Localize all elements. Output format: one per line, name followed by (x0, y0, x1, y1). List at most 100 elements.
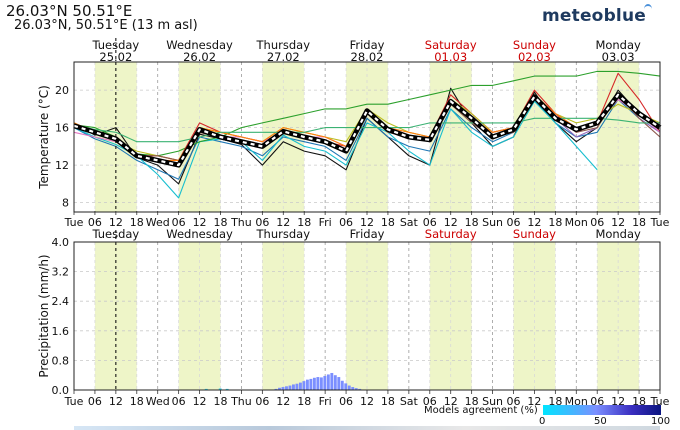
temperature-series-model-4 (73, 70, 661, 157)
x-tick-label: 06 (339, 216, 353, 229)
precip-bar (354, 388, 358, 390)
brand-logo[interactable]: meteoblue (541, 6, 646, 26)
x-tick-label: 18 (632, 216, 646, 229)
day-header-name: Wednesday (166, 38, 233, 52)
legend-color-bar (543, 405, 661, 415)
temperature-series-model-2 (73, 98, 661, 180)
x-tick-label: Fri (319, 395, 332, 408)
day-header-date: 27.02 (267, 50, 300, 64)
precip-day-header: Tuesday (91, 227, 139, 241)
y-tick-label: 8 (62, 197, 69, 210)
legend-label: Models agreement (%) (424, 405, 538, 416)
location-title: 26.03°N 50.51°E (6, 2, 133, 20)
x-tick-label: 12 (444, 395, 458, 408)
precip-bar (278, 387, 281, 390)
day-header-date: 02.03 (518, 50, 551, 64)
temperature-series-model-11 (73, 117, 660, 143)
x-tick-label: Wed (146, 216, 170, 229)
x-tick-label: 06 (172, 395, 186, 408)
precip-bar (281, 387, 285, 390)
temperature-mean-dashes (73, 93, 661, 167)
x-tick-label: Thu (230, 395, 252, 408)
precip-bar (319, 377, 323, 390)
x-tick-label: Fri (319, 216, 332, 229)
x-tick-label: 06 (255, 216, 269, 229)
precip-bar (312, 377, 316, 390)
x-tick-label: 12 (276, 395, 290, 408)
precip-bar (288, 385, 292, 390)
x-tick-label: 18 (214, 395, 228, 408)
y-tick-label: 2.4 (52, 295, 70, 308)
x-tick-label: 18 (632, 395, 646, 408)
x-tick-label: 12 (444, 216, 458, 229)
x-tick-label: 06 (339, 395, 353, 408)
precip-bar (351, 387, 355, 390)
plot-frame (73, 241, 661, 391)
day-header-date: 03.03 (602, 50, 635, 64)
day-header-date: 28.02 (351, 50, 384, 64)
day-header-name: Saturday (425, 38, 477, 52)
x-tick-label: 12 (193, 216, 207, 229)
x-tick-label: Mon (565, 395, 588, 408)
x-tick-label: 18 (548, 216, 562, 229)
x-tick-label: 12 (360, 395, 374, 408)
x-tick-label: 18 (297, 216, 311, 229)
location-subtitle: 26.03°N, 50.51°E (13 m asl) (14, 18, 198, 33)
precip-bar (340, 380, 344, 390)
precip-bar (358, 388, 362, 390)
x-tick-label: 06 (172, 216, 186, 229)
x-tick-label: 18 (130, 216, 144, 229)
x-tick-label: 18 (381, 216, 395, 229)
x-tick-label: 12 (109, 216, 123, 229)
x-tick-label: Sat (400, 216, 419, 229)
precip-day-header: Monday (595, 227, 641, 241)
x-tick-label: 06 (507, 216, 521, 229)
x-tick-label: Sat (400, 395, 419, 408)
x-tick-label: 18 (465, 395, 479, 408)
precip-bar (347, 385, 351, 390)
x-tick-label: 12 (276, 216, 290, 229)
precip-day-header: Wednesday (166, 227, 233, 241)
x-tick-label: 12 (611, 216, 625, 229)
y-tick-label: 4.0 (52, 236, 70, 249)
x-tick-label: Tue (64, 395, 84, 408)
legend-tick: 50 (594, 416, 607, 427)
y-axis-label: Temperature (°C) (37, 85, 51, 190)
x-tick-label: 06 (590, 395, 604, 408)
precip-bar (330, 372, 334, 390)
precip-day-header: Sunday (513, 227, 556, 241)
x-tick-label: 12 (360, 216, 374, 229)
x-tick-label: 18 (548, 395, 562, 408)
precip-bar (323, 375, 327, 390)
x-tick-label: Tue (650, 395, 670, 408)
x-tick-label: 18 (465, 216, 479, 229)
precip-bar (295, 383, 299, 390)
x-tick-label: Sun (482, 216, 503, 229)
day-header-name: Sunday (513, 38, 556, 52)
x-tick-label: Mon (565, 216, 588, 229)
day-header-date: 26.02 (183, 50, 216, 64)
precip-bar (305, 379, 309, 390)
x-tick-label: 06 (590, 216, 604, 229)
precip-bar (204, 388, 208, 390)
x-tick-label: 06 (423, 216, 437, 229)
y-tick-label: 1.6 (52, 325, 70, 338)
day-header-name: Thursday (256, 38, 311, 52)
x-tick-label: 18 (130, 395, 144, 408)
x-tick-label: Tue (650, 216, 670, 229)
x-tick-label: 18 (297, 395, 311, 408)
precip-bar (225, 388, 229, 390)
y-tick-label: 16 (55, 122, 69, 135)
precip-bar (337, 377, 341, 390)
precip-bar (309, 378, 313, 390)
precip-bar (292, 384, 295, 390)
day-header-name: Friday (350, 38, 385, 52)
precip-bar (326, 374, 330, 390)
x-tick-label: 12 (527, 395, 541, 408)
y-tick-label: 12 (55, 159, 69, 172)
x-tick-label: 06 (88, 395, 102, 408)
x-tick-label: 06 (507, 395, 521, 408)
precip-bar (298, 382, 302, 390)
precip-bar (285, 386, 288, 390)
